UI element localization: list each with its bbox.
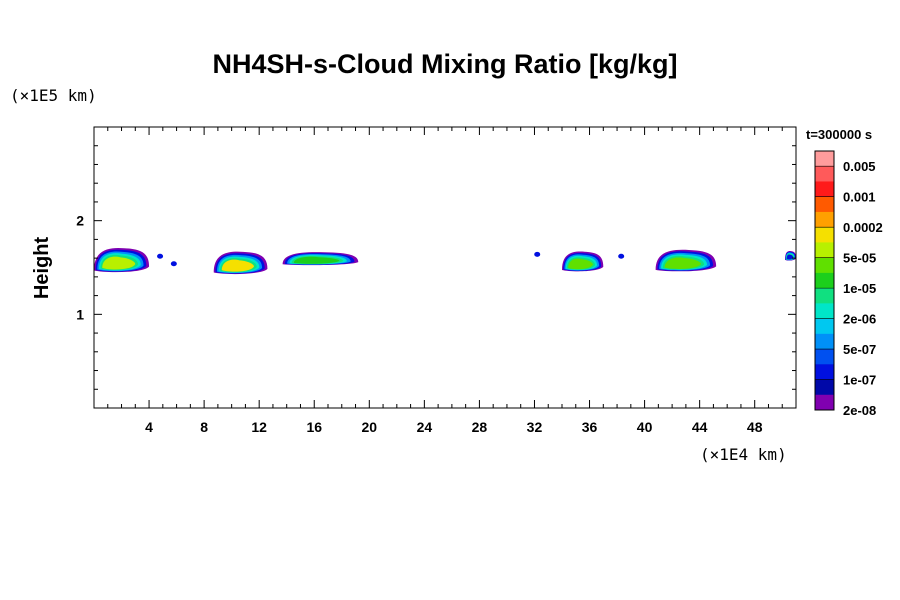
x-tick-label: 4 [145, 419, 153, 435]
y-axis-ticks: 12 [76, 145, 796, 390]
colorbar-label: 2e-06 [843, 312, 876, 327]
cloud-layer [94, 247, 796, 275]
cloud-layer-shape [102, 256, 136, 270]
colorbar-label: 0.001 [843, 190, 876, 205]
x-axis-ticks: 4 8 12 16 20 24 28 32 36 40 44 48 [107, 127, 783, 435]
x-tick-label: 40 [637, 419, 653, 435]
colorbar-swatch [815, 288, 834, 304]
colorbar-swatch [815, 364, 834, 381]
cloud-speck [170, 261, 177, 267]
cloud-region [94, 247, 150, 273]
x-tick-label: 32 [527, 419, 543, 435]
cloud-region [562, 251, 604, 272]
x-tick-label: 36 [582, 419, 598, 435]
colorbar-swatch [815, 303, 834, 320]
x-tick-label: 20 [362, 419, 378, 435]
colorbar-swatch [815, 242, 834, 259]
colorbar-swatch [815, 272, 834, 289]
cloud-layer-shape [293, 256, 340, 264]
colorbar-swatch [815, 318, 834, 335]
plot-frame [93, 126, 797, 409]
colorbar-swatch [815, 333, 834, 350]
chart-title: NH4SH-s-Cloud Mixing Ratio [kg/kg] [213, 49, 678, 79]
colorbar-label: 2e-08 [843, 403, 876, 418]
y-axis-label: Height [31, 237, 53, 300]
colorbar-label: 1e-05 [843, 281, 876, 296]
x-tick-label: 12 [251, 419, 267, 435]
x-tick-label: 8 [200, 419, 208, 435]
colorbar-label: 1e-07 [843, 373, 876, 388]
colorbar-swatch [815, 166, 834, 182]
colorbar-label: 0.0002 [843, 220, 883, 235]
cloud-region [655, 249, 717, 272]
colorbar-swatch [815, 257, 834, 274]
time-label: t=300000 s [806, 127, 872, 142]
colorbar-label: 5e-07 [843, 342, 876, 357]
cloud-speck [618, 253, 625, 259]
x-tick-label: 16 [306, 419, 322, 435]
x-tick-label: 44 [692, 419, 708, 435]
colorbar-label: 0.005 [843, 159, 876, 174]
y-tick-label: 2 [76, 213, 84, 229]
colorbar-swatch [815, 196, 834, 213]
cloud-region [784, 251, 796, 261]
cloud-layer-shape [786, 254, 794, 260]
colorbar-swatch [815, 394, 834, 411]
colorbar-swatch [815, 181, 834, 198]
colorbar-swatch [815, 211, 834, 228]
colorbar-swatch [815, 379, 834, 396]
x-axis-unit: (×1E4 km) [700, 445, 787, 464]
y-tick-label: 1 [76, 306, 84, 322]
y-axis-unit: (×1E5 km) [10, 86, 97, 105]
cloud-layer-shape [664, 257, 702, 269]
colorbar-swatch [815, 151, 834, 167]
cloud-speck [157, 253, 164, 259]
colorbar-swatch [815, 349, 834, 365]
x-tick-label: 28 [472, 419, 488, 435]
cloud-speck [534, 251, 541, 257]
colorbar-swatch [815, 227, 834, 243]
colorbar-label: 5e-05 [843, 251, 876, 266]
cloud-layer-shape [221, 259, 255, 272]
x-tick-label: 24 [417, 419, 433, 435]
cloud-layer-shape [568, 258, 593, 270]
cloud-region [282, 252, 359, 266]
cloud-region [213, 251, 268, 275]
x-tick-label: 48 [747, 419, 763, 435]
colorbar: 0.005 0.001 0.0002 5e-05 1e-05 2e-06 5e-07 1e-0… [814, 150, 883, 418]
